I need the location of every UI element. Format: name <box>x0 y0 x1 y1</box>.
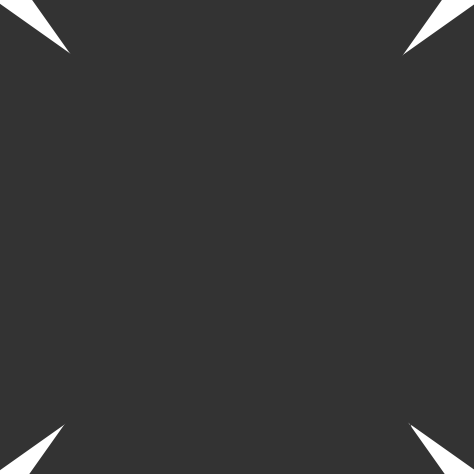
Text: • Ministry for Trade and Industry: • Ministry for Trade and Industry <box>135 64 294 74</box>
Text: • Ministry of communication and Information Technology: • Ministry of communication and Informat… <box>135 84 413 94</box>
FancyBboxPatch shape <box>110 290 410 474</box>
Text: nvestment and: nvestment and <box>6 212 74 221</box>
Text: • Industrial Re: • Industrial Re <box>376 201 441 210</box>
Text: • Ministry of Higher Education and Scientific Research: • Ministry of Higher Education and Scien… <box>135 44 400 54</box>
Ellipse shape <box>22 72 452 402</box>
Text: • Software Engineering Competence Conter: • Software Engineering Competence Conter <box>120 423 335 433</box>
Text: ent: ent <box>6 191 21 200</box>
Text: • Economic Research Forum for Arab Countries, Iran and Turkey: • Economic Research Forum for Arab Count… <box>120 400 432 410</box>
Text: • Ministry of Agriculture: • Ministry of Agriculture <box>135 104 252 114</box>
Text: • 116 research laboratories in 12 universities and 70 R+D: • 116 research laboratories in 12 univer… <box>120 446 404 456</box>
FancyBboxPatch shape <box>125 2 400 175</box>
Text: • Central Metallurgical R+D Institute: • Central Metallurgical R+D Institute <box>120 354 301 364</box>
Text: Research & Education: Research & Education <box>187 298 333 310</box>
Text: • Research and Technology Parks Like MUCSAT and Smart Village: • Research and Technology Parks Like MUC… <box>120 469 439 474</box>
Text: • Ministry of Health: • Ministry of Health <box>135 144 231 154</box>
Text: tes: tes <box>6 275 20 284</box>
Text: • Ministry of Investment: • Ministry of Investment <box>135 124 254 134</box>
Text: Government: Government <box>226 9 300 22</box>
Text: Intermediarie: Intermediarie <box>376 217 443 226</box>
Text: Centers: Centers <box>120 458 183 468</box>
Text: • The Egyptian: • The Egyptian <box>376 256 444 265</box>
Text: • NRC National Research Center: • NRC National Research Center <box>120 331 278 341</box>
Text: • Ministry of Transport: • Ministry of Transport <box>135 164 245 174</box>
Text: Innovation System: Innovation System <box>149 228 325 246</box>
Text: nvestment and: nvestment and <box>6 254 74 263</box>
Text: fund operating: fund operating <box>6 296 73 305</box>
FancyBboxPatch shape <box>0 155 110 330</box>
Text: rwork: rwork <box>6 173 45 186</box>
FancyBboxPatch shape <box>370 185 474 320</box>
Text: • Egyptian Centre For Economic Studies: • Egyptian Centre For Economic Studies <box>120 377 316 387</box>
